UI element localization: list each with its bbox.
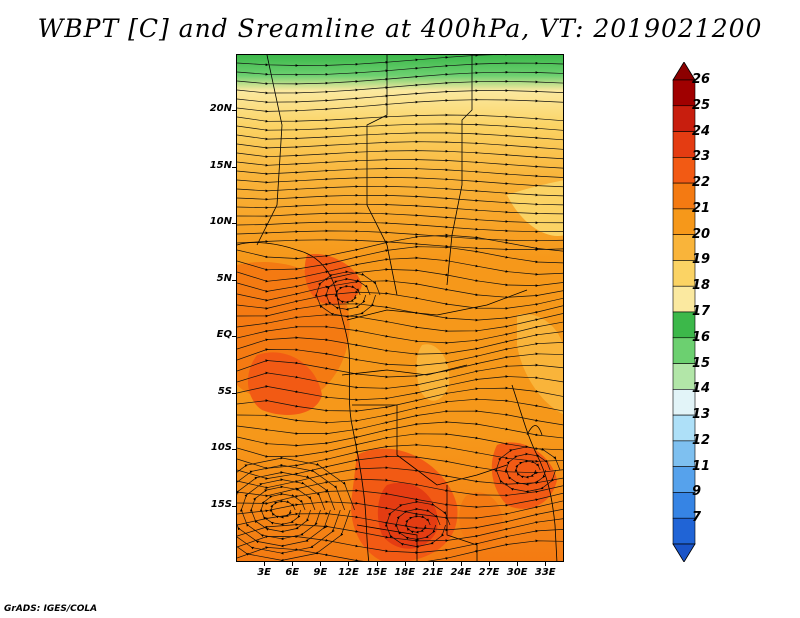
colorbar-label-12: 12 — [692, 432, 711, 448]
lat-tick — [232, 166, 236, 168]
colorbar-label-18: 18 — [692, 278, 711, 294]
colorbar-label-25: 25 — [692, 97, 711, 113]
colorbar-label-26: 26 — [692, 72, 711, 87]
lon-tick — [460, 562, 462, 566]
lon-label-18e: 18E — [394, 567, 416, 578]
lon-label-6e: 6E — [285, 567, 300, 578]
lon-label-21e: 21E — [422, 567, 444, 578]
colorbar-label-9: 9 — [692, 484, 702, 500]
lon-label-30e: 30E — [506, 567, 528, 578]
lon-tick — [489, 562, 491, 566]
streamline — [237, 98, 563, 113]
colorbar-label-20: 20 — [692, 226, 711, 242]
colorbar-label-21: 21 — [692, 200, 711, 216]
lon-label-27e: 27E — [478, 567, 500, 578]
streamline — [237, 149, 563, 160]
colorbar-label-15: 15 — [692, 355, 711, 371]
lon-label-33e: 33E — [534, 567, 556, 578]
lat-label-10s: 10S — [210, 442, 232, 454]
colorbar-label-16: 16 — [692, 329, 711, 345]
lat-label-15n: 15N — [209, 159, 232, 171]
colorbar-under-cap — [672, 543, 696, 562]
map-panel — [236, 54, 564, 562]
lat-label-20n: 20N — [209, 103, 232, 115]
lat-tick — [232, 392, 236, 394]
lat-tick — [232, 449, 236, 451]
lon-tick — [517, 562, 519, 566]
colorbar-label-22: 22 — [692, 175, 711, 191]
lon-tick — [292, 562, 294, 566]
colorbar-label-14: 14 — [692, 381, 711, 397]
lon-tick — [348, 562, 350, 566]
grads-credit: GrADS: IGES/COLA — [4, 604, 98, 614]
lon-tick — [545, 562, 547, 566]
streamline — [237, 456, 355, 561]
lon-tick — [404, 562, 406, 566]
lon-tick — [376, 562, 378, 566]
lat-tick — [232, 223, 236, 225]
map-title: WBPT [C] and Sreamline at 400hPa, VT: 20… — [37, 14, 763, 43]
lon-tick — [264, 562, 266, 566]
colorbar — [672, 62, 696, 562]
streamline — [314, 270, 381, 318]
lat-label-10n: 10N — [209, 216, 232, 228]
streamline — [237, 158, 563, 169]
lat-label-5s: 5S — [217, 385, 232, 397]
lon-label-15e: 15E — [366, 567, 387, 578]
lon-tick — [432, 562, 434, 566]
streamline — [237, 113, 563, 123]
lat-label-5n: 5N — [216, 272, 232, 284]
lon-label-9e: 9E — [313, 567, 328, 578]
colorbar-label-19: 19 — [692, 252, 711, 268]
streamline — [237, 184, 563, 197]
streamline — [384, 500, 451, 548]
colorbar-label-7: 7 — [692, 510, 702, 526]
lon-tick — [320, 562, 322, 566]
colorbar-label-23: 23 — [692, 149, 711, 165]
streamline — [237, 313, 563, 333]
streamline — [237, 167, 563, 178]
lat-label-eq: EQ — [216, 329, 232, 341]
lat-tick — [232, 110, 236, 112]
lon-label-3e: 3E — [257, 567, 271, 578]
lat-tick — [232, 279, 236, 281]
colorbar-label-11: 11 — [692, 458, 711, 474]
colorbar-label-24: 24 — [692, 123, 711, 139]
streamline — [237, 122, 563, 132]
lat-label-15s: 15S — [210, 498, 232, 510]
streamline — [237, 176, 563, 188]
lat-tick — [232, 505, 236, 507]
lon-label-24e: 24E — [450, 567, 472, 578]
streamline — [494, 445, 561, 493]
lon-label-12e: 12E — [338, 567, 359, 578]
streamline — [237, 140, 563, 150]
lat-tick — [232, 336, 236, 338]
wbpt-field — [237, 55, 563, 561]
colorbar-label-13: 13 — [692, 407, 711, 423]
streamlines — [237, 55, 563, 561]
colorbar-label-17: 17 — [692, 304, 711, 319]
streamline — [237, 131, 563, 141]
